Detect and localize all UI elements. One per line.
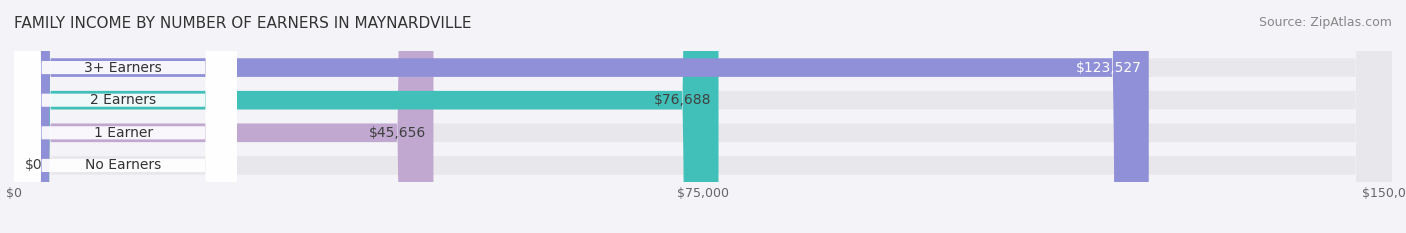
FancyBboxPatch shape bbox=[14, 0, 433, 233]
FancyBboxPatch shape bbox=[10, 0, 238, 233]
Text: Source: ZipAtlas.com: Source: ZipAtlas.com bbox=[1258, 16, 1392, 29]
Text: No Earners: No Earners bbox=[86, 158, 162, 172]
Text: $123,527: $123,527 bbox=[1076, 61, 1142, 75]
FancyBboxPatch shape bbox=[14, 0, 1149, 233]
Text: 3+ Earners: 3+ Earners bbox=[84, 61, 162, 75]
Text: 2 Earners: 2 Earners bbox=[90, 93, 156, 107]
FancyBboxPatch shape bbox=[14, 0, 1392, 233]
Text: FAMILY INCOME BY NUMBER OF EARNERS IN MAYNARDVILLE: FAMILY INCOME BY NUMBER OF EARNERS IN MA… bbox=[14, 16, 471, 31]
FancyBboxPatch shape bbox=[10, 0, 238, 233]
FancyBboxPatch shape bbox=[14, 0, 1392, 233]
Text: 1 Earner: 1 Earner bbox=[94, 126, 153, 140]
FancyBboxPatch shape bbox=[10, 0, 238, 233]
FancyBboxPatch shape bbox=[14, 0, 1392, 233]
Text: $45,656: $45,656 bbox=[370, 126, 426, 140]
Text: $0: $0 bbox=[25, 158, 42, 172]
FancyBboxPatch shape bbox=[14, 0, 718, 233]
FancyBboxPatch shape bbox=[14, 0, 1392, 233]
FancyBboxPatch shape bbox=[10, 0, 238, 233]
Text: $76,688: $76,688 bbox=[654, 93, 711, 107]
